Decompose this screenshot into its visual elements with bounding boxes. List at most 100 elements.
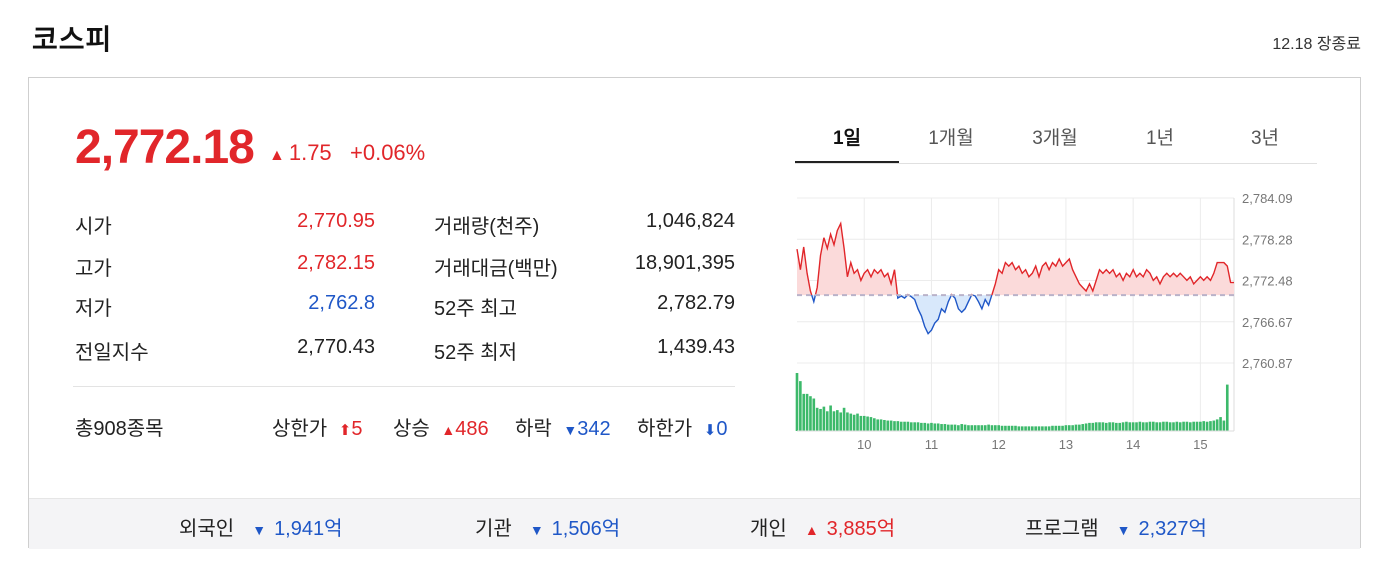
fall-arrow-icon: ▼ [563,422,578,438]
volume-bar [893,421,896,431]
tab-3month[interactable]: 3개월 [1032,128,1078,149]
volume-bar [856,413,859,431]
volume-bar [846,412,849,431]
volume-bar [977,425,980,431]
volume-bar [1061,425,1064,431]
limit-down-count: 0 [716,418,728,440]
x-tick-label: 11 [925,437,939,452]
volume-bars [795,373,1229,431]
tab-1month[interactable]: 1개월 [928,128,974,149]
tab-1year[interactable]: 1년 [1145,128,1175,149]
volume-bar [1172,422,1175,431]
institution-investor[interactable]: 기관 ▼ 1,506억 [475,512,620,541]
volume-bar [1165,421,1169,431]
volume-bar [1101,422,1105,431]
volume-bar [1030,426,1034,431]
volume-bar [819,408,822,431]
volume-bar [839,412,843,431]
price-line-down [811,294,817,305]
stat-label: 거래대금(백만) [434,258,558,280]
limit-down-stat[interactable]: 하한가 ⬇0 [637,412,727,441]
x-tick-label: 10 [857,437,871,452]
volume-bar [1074,424,1078,431]
fall-stat[interactable]: 하락 ▼342 [515,412,611,441]
tab-1day[interactable]: 1일 [832,128,862,149]
limit-up-stat[interactable]: 상한가 ⬆5 [272,412,362,441]
limit-down-label: 하한가 [637,418,693,440]
volume-bar [825,411,829,431]
volume-bar [1121,422,1125,431]
rise-stat[interactable]: 상승 ▲486 [393,412,489,441]
volume-bar [1168,422,1172,431]
x-tick-label: 12 [991,437,1005,452]
volume-bar [1195,421,1199,431]
y-tick-label: 2,766.67 [1242,315,1293,330]
tab-3year[interactable]: 3년 [1250,128,1280,149]
stat-value: 2,770.95 [297,210,375,232]
limit-up-count: 5 [351,418,363,440]
x-tick-label: 14 [1126,437,1140,452]
volume-bar [1138,421,1142,431]
volume-bar [859,415,863,431]
volume-bar [1067,425,1071,431]
volume-bar [933,423,937,431]
volume-bar [913,422,916,431]
volume-bar [1131,422,1135,431]
volume-bar [1152,421,1155,431]
volume-bar [1182,421,1185,431]
volume-bar [1000,425,1004,431]
volume-bar [866,416,869,431]
volume-bar [983,425,987,431]
stat-value: 1,046,824 [646,210,735,232]
volume-bar [1118,422,1122,431]
price-area-down [972,295,992,309]
volume-bar [842,407,846,431]
x-tick-label: 15 [1193,437,1207,452]
volume-bar [1041,426,1044,431]
volume-bar [903,421,906,431]
limit-down-arrow-icon: ⬇ [703,422,717,439]
volume-bar [1141,422,1145,431]
volume-bar [1024,426,1027,431]
price-area-down [952,295,972,313]
stat-value: 18,901,395 [634,252,735,274]
volume-bar [799,381,802,431]
stat-label: 저가 [75,298,112,320]
divider [73,386,735,387]
volume-bar [1037,426,1041,431]
volume-bar [909,422,913,431]
volume-bar [862,415,866,431]
volume-bar [1175,421,1179,431]
volume-bar [970,425,974,431]
volume-bar [1010,425,1014,431]
volume-bar [812,398,816,431]
volume-bar [1128,422,1132,431]
individual-investor[interactable]: 개인 ▲ 3,885억 [750,512,895,541]
volume-bar [1135,422,1138,431]
volume-bar [822,406,826,431]
volume-bar [1158,422,1162,431]
y-tick-label: 2,778.28 [1242,232,1293,247]
volume-bar [1098,422,1101,431]
volume-bar [946,424,950,431]
y-tick-label: 2,760.87 [1242,356,1293,371]
foreign-down-arrow-icon: ▼ [252,522,267,538]
volume-bar [953,424,957,431]
volume-bar [886,420,890,431]
volume-bar [1155,422,1158,431]
stat-label: 고가 [75,258,112,280]
program-trading[interactable]: 프로그램 ▼ 2,327억 [1025,512,1207,541]
volume-bar [950,424,953,431]
volume-bar [963,424,967,431]
volume-bar [1051,425,1054,431]
volume-bar [920,422,923,431]
volume-bar [1014,425,1017,431]
price-line-down [908,294,953,335]
foreign-label: 외국인 [179,518,235,540]
volume-bar [879,419,883,431]
intraday-chart[interactable]: 2,784.09 2,778.28 2,772.48 2,766.67 2,760.87… [789,183,1329,453]
volume-bar [1219,417,1222,431]
volume-bar [849,413,853,431]
volume-bar [940,424,943,431]
foreign-investor[interactable]: 외국인 ▼ 1,941억 [179,512,343,541]
